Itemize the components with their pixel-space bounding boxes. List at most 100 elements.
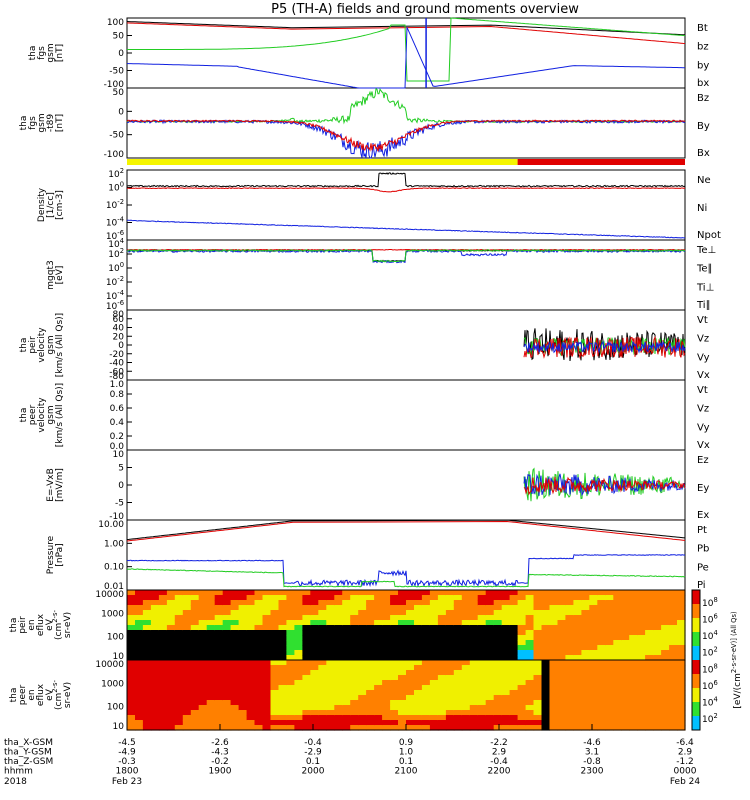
- legend-item-Ne: Ne: [697, 175, 711, 186]
- spectrogram-cell: [302, 720, 311, 726]
- spectrogram-cell: [445, 685, 455, 691]
- spectrogram-cell: [206, 660, 216, 666]
- spectrogram-cell: [549, 725, 559, 731]
- spectrogram-cell: [302, 650, 311, 656]
- spectrogram-cell: [214, 705, 224, 711]
- y-axis-label: Pressure: [46, 535, 56, 574]
- spectrogram-cell: [406, 685, 415, 691]
- spectrogram-cell: [429, 700, 439, 706]
- spectrogram-cell: [414, 635, 423, 641]
- spectrogram-cell: [206, 620, 216, 626]
- spectrogram-cell: [557, 705, 567, 711]
- spectrogram-cell: [453, 620, 463, 626]
- spectrogram-cell: [613, 625, 622, 631]
- spectrogram-cell: [246, 660, 256, 666]
- spectrogram-cell: [166, 660, 176, 666]
- legend-item-bx: bx: [697, 78, 709, 89]
- spectrogram-cell: [581, 645, 590, 651]
- x-tick-label: 0.1: [306, 757, 320, 767]
- panel-frame: [126, 379, 686, 451]
- spectrogram-cell: [358, 695, 367, 701]
- spectrogram-cell: [414, 610, 423, 616]
- spectrogram-cell: [573, 685, 582, 691]
- spectrogram-cell: [597, 635, 606, 641]
- spectrogram-cell: [453, 680, 463, 686]
- spectrogram-cell: [549, 665, 559, 671]
- spectrogram-cell: [581, 620, 590, 626]
- spectrogram-cell: [382, 620, 391, 626]
- spectrogram-cell: [182, 670, 192, 676]
- spectrogram-cell: [286, 635, 295, 641]
- spectrogram-cell: [453, 695, 463, 701]
- spectrogram-cell: [294, 695, 303, 701]
- spectrogram-cell: [374, 590, 383, 596]
- spectrogram-cell: [533, 590, 543, 596]
- spectrogram-cell: [142, 710, 152, 716]
- spectrogram-cell: [278, 665, 288, 671]
- spectrogram-cell: [581, 700, 590, 706]
- series-Ti-par-line: [126, 248, 686, 263]
- spectrogram-cell: [414, 695, 423, 701]
- spectrogram-cell: [334, 715, 343, 721]
- spectrogram-cell: [382, 695, 391, 701]
- spectrogram-cell: [406, 705, 415, 711]
- spectrogram-cell: [166, 600, 176, 606]
- spectrogram-cell: [669, 715, 678, 721]
- spectrogram-cell: [589, 610, 598, 616]
- spectrogram-cell: [645, 610, 654, 616]
- spectrogram-cell: [445, 600, 455, 606]
- spectrogram-cell: [206, 665, 216, 671]
- spectrogram-cell: [414, 625, 423, 631]
- x-tick-label: -0.2: [211, 757, 229, 767]
- spectrogram-cell: [605, 675, 614, 681]
- y-tick-label: -50: [109, 67, 124, 77]
- spectrogram-cell: [677, 705, 686, 711]
- spectrogram-cell: [613, 590, 622, 596]
- spectrogram-cell: [294, 685, 303, 691]
- spectrogram-cell: [190, 675, 200, 681]
- spectrogram-cell: [286, 690, 295, 696]
- spectrogram-cell: [366, 655, 375, 661]
- spectrogram-cell: [525, 715, 535, 721]
- spectrogram-cell: [437, 635, 447, 641]
- y-axis-label: eV: [45, 618, 55, 631]
- spectrogram-cell: [597, 710, 606, 716]
- spectrogram-cell: [461, 650, 471, 656]
- spectrogram-cell: [469, 670, 479, 676]
- spectrogram-cell: [326, 635, 335, 641]
- spectrogram-cell: [645, 620, 654, 626]
- spectrogram-cell: [421, 720, 431, 726]
- spectrogram-cell: [262, 595, 272, 601]
- spectrogram-cell: [501, 615, 511, 621]
- spectrogram-cell: [254, 610, 264, 616]
- spectrogram-cell: [270, 615, 280, 621]
- spectrogram-cell: [350, 685, 359, 691]
- spectrogram-cell: [453, 710, 463, 716]
- spectrogram-cell: [246, 650, 256, 656]
- spectrogram-cell: [469, 675, 479, 681]
- spectrogram-cell: [437, 650, 447, 656]
- spectrogram-cell: [565, 665, 574, 671]
- spectrogram-cell: [398, 725, 407, 731]
- spectrogram-cell: [509, 665, 519, 671]
- spectrogram-cell: [302, 660, 311, 666]
- legend-item-Pe: Pe: [697, 562, 709, 573]
- spectrogram-cell: [366, 710, 375, 716]
- spectrogram-cell: [605, 670, 614, 676]
- spectrogram-cell: [549, 590, 559, 596]
- spectrogram-cell: [509, 615, 519, 621]
- spectrogram-cell: [238, 595, 248, 601]
- spectrogram-cell: [645, 690, 654, 696]
- spectrogram-cell: [421, 645, 431, 651]
- spectrogram-cell: [557, 610, 567, 616]
- spectrogram-cell: [206, 605, 216, 611]
- spectrogram-cell: [557, 640, 567, 646]
- spectrogram-cell: [150, 655, 160, 661]
- spectrogram-cell: [318, 695, 327, 701]
- spectrogram-cell: [142, 625, 152, 631]
- spectrogram-cell: [605, 595, 614, 601]
- x-tick-label: -4.9: [118, 748, 136, 758]
- spectrogram-cell: [334, 620, 343, 626]
- spectrogram-cell: [350, 635, 359, 641]
- colorbar-cell: [692, 705, 700, 708]
